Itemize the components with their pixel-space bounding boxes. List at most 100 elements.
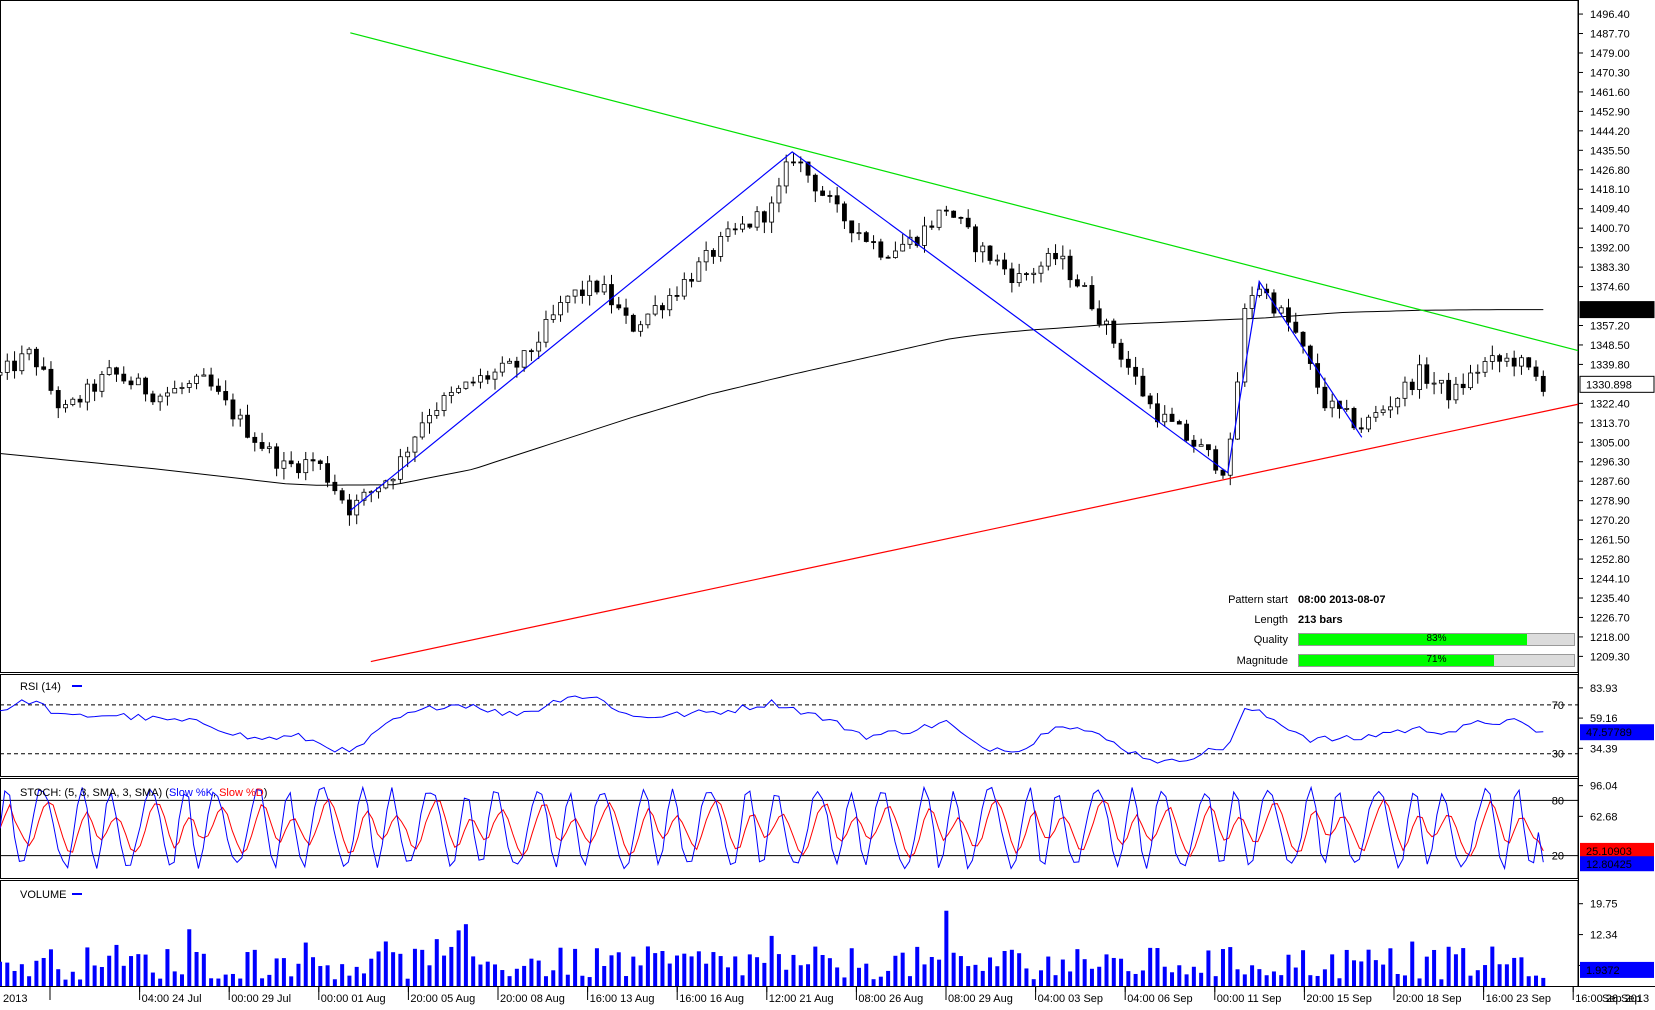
volume-bar: [1439, 979, 1444, 986]
volume-bar: [616, 952, 621, 986]
candle-body: [1053, 252, 1058, 260]
price-y-tick-label: 1479.00: [1590, 48, 1630, 60]
candle-body: [929, 225, 935, 228]
candle-body: [1373, 412, 1379, 418]
volume-bar: [1381, 964, 1386, 986]
volume-bar: [1024, 968, 1029, 986]
volume-bar: [412, 948, 417, 986]
candle-body: [165, 392, 170, 397]
volume-bar: [361, 973, 366, 986]
volume-bar: [179, 974, 184, 986]
stoch-title: STOCH: (5, 3, SMA, 3, SMA) (Slow %K, Slo…: [20, 787, 267, 799]
volume-bar: [1060, 959, 1065, 986]
price-y-tick-label: 1452.90: [1590, 106, 1630, 118]
candles-group: [0, 153, 1546, 526]
x-tick-label: 16:00 16 Aug: [679, 993, 744, 1005]
candle-body: [1038, 265, 1044, 274]
volume-bar: [900, 952, 905, 986]
candle-body: [1526, 357, 1532, 368]
volume-bar: [340, 964, 345, 986]
price-y-tick-label: 1400.70: [1590, 223, 1630, 235]
candle-body: [77, 398, 83, 403]
candle-body: [1453, 383, 1459, 401]
volume-bar: [1140, 970, 1145, 986]
volume-bar: [493, 964, 498, 986]
volume-bar: [1177, 965, 1182, 986]
volume-bar: [1308, 975, 1313, 986]
volume-bar: [602, 965, 607, 986]
volume-bar: [1191, 966, 1196, 986]
stoch-k-line: [0, 785, 1544, 871]
price-y-tick-label: 1244.10: [1590, 574, 1630, 586]
volume-bar: [522, 965, 527, 986]
x-tick-label: 08:00 26 Aug: [858, 993, 923, 1005]
volume-bar: [937, 959, 942, 986]
volume-bar: [201, 953, 206, 986]
candle-body: [383, 480, 389, 489]
candle-body: [4, 360, 10, 373]
volume-bar: [1395, 973, 1400, 986]
candle-body: [667, 295, 673, 311]
price-y-tick-label: 1226.70: [1590, 612, 1630, 624]
volume-bar: [980, 970, 985, 986]
stoch-level-label: 20: [1552, 851, 1564, 863]
volume-bar: [682, 953, 687, 986]
volume-bar: [806, 964, 811, 986]
volume-bar: [791, 954, 796, 986]
volume-bar: [420, 949, 425, 986]
volume-bar: [78, 979, 83, 986]
volume-bar: [558, 947, 563, 986]
price-y-tick-label: 1209.30: [1590, 651, 1630, 663]
candle-body: [419, 422, 425, 438]
rsi-line: [0, 695, 1544, 764]
volume-bar: [1526, 976, 1531, 986]
volume-bar: [1002, 950, 1007, 986]
candle-body: [761, 211, 767, 223]
candle-body: [1497, 355, 1503, 362]
volume-bar: [449, 946, 454, 986]
volume-bar: [1075, 949, 1080, 986]
resistance-trendline: [350, 32, 1579, 352]
volume-bar: [114, 944, 119, 986]
volume-bar: [1235, 969, 1240, 986]
candle-body: [1417, 364, 1422, 390]
x-tick-label: 04:00 24 Jul: [142, 993, 202, 1005]
price-y-tick-label: 1426.80: [1590, 165, 1630, 177]
candle-body: [521, 350, 527, 368]
volume-bar: [1504, 964, 1509, 986]
ma-price-label: 1363.879: [1586, 305, 1632, 317]
x-tick-label: 04:00 06 Sep: [1127, 993, 1192, 1005]
candle-body: [740, 223, 745, 230]
candle-body: [412, 436, 418, 453]
volume-bar: [725, 967, 730, 986]
volume-bar: [230, 973, 235, 986]
rsi-level-label: 70: [1552, 700, 1564, 712]
volume-bar: [1199, 972, 1204, 986]
candle-body: [128, 380, 134, 386]
volume-bar: [1206, 950, 1211, 986]
candle-body: [1089, 285, 1095, 310]
volume-bar: [1213, 976, 1218, 986]
volume-bar: [85, 947, 90, 986]
candle-body: [1133, 366, 1139, 377]
price-y-tick-label: 1392.00: [1590, 243, 1630, 255]
candle-body: [892, 250, 898, 258]
candle-body: [317, 460, 323, 464]
candle-body: [507, 360, 512, 364]
candle-body: [1380, 409, 1386, 413]
candle-body: [776, 185, 782, 204]
candle-body: [856, 232, 862, 235]
volume-bar: [1184, 974, 1189, 986]
candle-body: [325, 463, 330, 483]
volume-bar: [871, 979, 876, 986]
volume-bar: [63, 979, 68, 986]
price-y-tick-label: 1470.30: [1590, 67, 1630, 79]
stoch-k-last-label: 12.80425: [1586, 859, 1632, 871]
volume-bar: [762, 962, 767, 986]
price-y-tick-label: 1235.40: [1590, 593, 1630, 605]
volume-bar: [922, 964, 927, 986]
candle-body: [1096, 308, 1102, 325]
volume-bar: [740, 975, 745, 986]
candle-body: [565, 295, 571, 303]
volume-bar: [565, 974, 570, 986]
